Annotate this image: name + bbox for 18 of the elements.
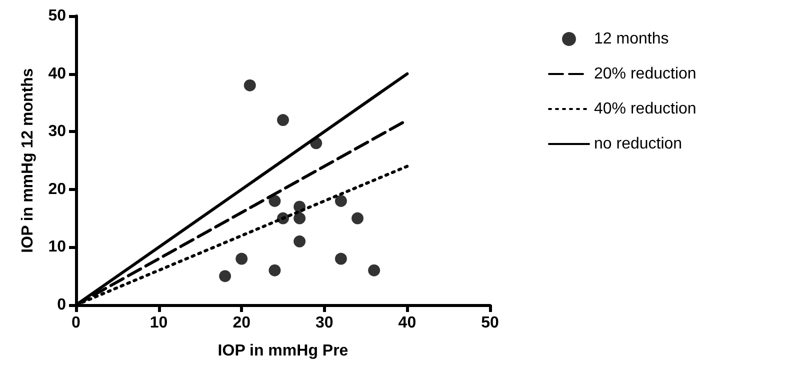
x-tick-label: 30 [316, 314, 334, 332]
y-tick-label: 0 [57, 296, 66, 314]
legend-label: 12 months [594, 30, 669, 48]
y-tick-label: 30 [48, 123, 66, 140]
y-axis-title: IOP in mmHg 12 months [20, 68, 36, 253]
y-tick-label: 50 [48, 8, 66, 24]
legend-label: 40% reduction [594, 100, 696, 118]
x-tick-label: 50 [481, 314, 499, 332]
legend-label: 20% reduction [594, 66, 696, 82]
y-tick-label: 20 [48, 180, 66, 198]
x-tick-label: 20 [232, 314, 251, 332]
y-tick-label: 40 [48, 65, 66, 82]
x-axis-title: IOP in mmHg Pre [218, 342, 348, 360]
x-tick-label: 10 [150, 314, 168, 332]
legend-label: no reduction [594, 136, 682, 152]
x-tick-label: 0 [72, 314, 81, 332]
y-tick-label: 10 [48, 238, 66, 256]
x-tick-label: 40 [398, 314, 416, 332]
